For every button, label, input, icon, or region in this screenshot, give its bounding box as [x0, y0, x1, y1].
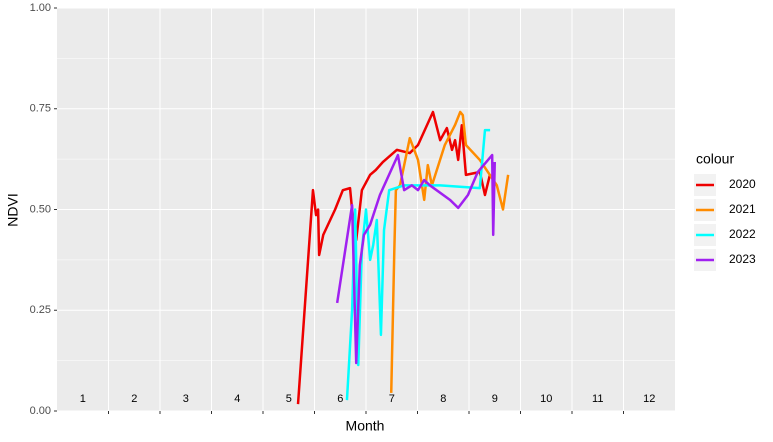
- month-label: 8: [440, 393, 446, 405]
- data-line: [296, 110, 492, 405]
- legend-label: 2023: [729, 252, 756, 266]
- month-label: 5: [286, 393, 292, 405]
- month-label: 1: [80, 393, 86, 405]
- month-label: 11: [592, 393, 603, 405]
- y-tick-label: 0.25: [30, 304, 51, 316]
- y-tick-label: 0.75: [30, 103, 51, 115]
- legend-label: 2021: [729, 202, 756, 216]
- legend-label: 2020: [729, 177, 756, 191]
- month-label: 6: [337, 393, 343, 405]
- month-label: 4: [234, 393, 240, 405]
- month-label: 12: [643, 393, 655, 405]
- month-label: 7: [389, 393, 395, 405]
- legend-label: 2022: [729, 227, 756, 241]
- month-label: 3: [183, 393, 189, 405]
- y-axis-title: NDVI: [5, 193, 21, 226]
- y-tick-label: 1.00: [30, 2, 51, 14]
- x-axis-title: Month: [346, 418, 385, 434]
- legend-title: colour: [696, 151, 734, 167]
- y-tick-label: 0.00: [30, 405, 51, 417]
- y-tick-label: 0.50: [30, 203, 51, 215]
- month-label: 10: [540, 393, 552, 405]
- month-label: 9: [492, 393, 498, 405]
- data-line: [335, 153, 496, 365]
- month-label: 2: [131, 393, 137, 405]
